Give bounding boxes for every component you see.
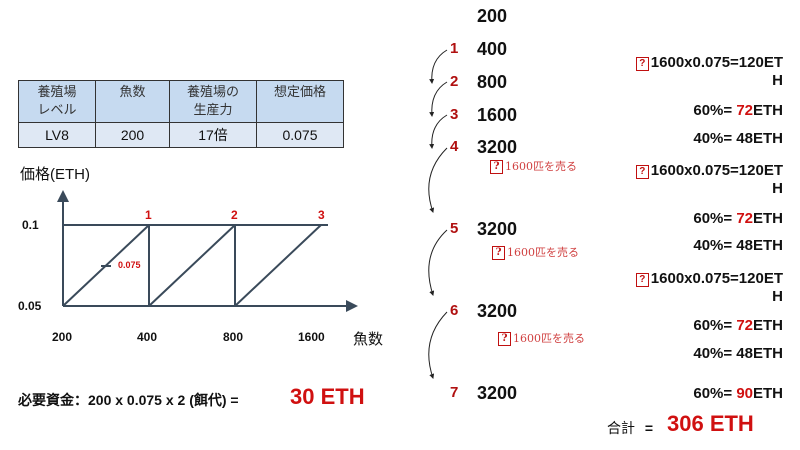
share-40-3: 40%= 48ETH bbox=[693, 345, 783, 362]
step-7-number: 7 bbox=[450, 384, 459, 401]
formula-1: ? 1600x0.075=120ET bbox=[635, 54, 783, 71]
step-7-value: 3200 bbox=[477, 383, 518, 403]
step-6-value: 3200 bbox=[477, 301, 518, 321]
step-4-number: 4 bbox=[450, 138, 459, 155]
question-icon: ? bbox=[498, 332, 511, 346]
share-60-3: 60%= 72ETH bbox=[693, 317, 783, 334]
formula-2: ? 1600x0.075=120ET bbox=[635, 162, 783, 179]
step-1-number: 1 bbox=[450, 40, 459, 57]
rise-2 bbox=[148, 224, 236, 307]
formula-1-tail: H bbox=[772, 72, 783, 89]
xtick-1600: 1600 bbox=[298, 330, 325, 344]
header-production: 養殖場の 生産力 bbox=[169, 80, 257, 123]
question-icon: ? bbox=[635, 165, 649, 179]
header-price: 想定価格 bbox=[256, 80, 344, 123]
step-5-number: 5 bbox=[450, 220, 459, 237]
ytick-0.1: 0.1 bbox=[22, 218, 39, 232]
formula-2-tail: H bbox=[772, 180, 783, 197]
sell-note-3: ? 1600匹を売る bbox=[498, 330, 585, 346]
header-fish: 魚数 bbox=[95, 80, 170, 123]
share-40-2: 40%= 48ETH bbox=[693, 237, 783, 254]
cell-level: LV8 bbox=[18, 122, 96, 148]
step-arrows bbox=[428, 49, 448, 379]
sell-note-1: ? 1600匹を売る bbox=[490, 158, 577, 174]
y-axis-label: 価格(ETH) bbox=[20, 166, 90, 183]
share-60-2: 60%= 72ETH bbox=[693, 210, 783, 227]
formula-3-tail: H bbox=[772, 288, 783, 305]
step-0-value: 200 bbox=[477, 6, 508, 26]
question-icon: ? bbox=[635, 57, 649, 71]
step-5-value: 3200 bbox=[477, 219, 518, 239]
share-60-4: 60%= 90ETH bbox=[693, 385, 783, 402]
xtick-200: 200 bbox=[52, 330, 73, 344]
step-3-number: 3 bbox=[450, 106, 459, 123]
peak-3: 3 bbox=[318, 208, 325, 222]
formula-3: ? 1600x0.075=120ET bbox=[635, 270, 783, 287]
xtick-800: 800 bbox=[223, 330, 244, 344]
xtick-400: 400 bbox=[137, 330, 158, 344]
price-chart bbox=[57, 190, 358, 312]
x-axis-label: 魚数 bbox=[353, 331, 384, 348]
sell-note-2: ? 1600匹を売る bbox=[492, 244, 579, 260]
step-4-value: 3200 bbox=[477, 137, 518, 157]
marker-label: 0.075 bbox=[118, 260, 141, 270]
step-6-number: 6 bbox=[450, 302, 459, 319]
peak-2: 2 bbox=[231, 208, 238, 222]
question-icon: ? bbox=[490, 160, 503, 174]
cell-fish: 200 bbox=[95, 122, 170, 148]
question-icon: ? bbox=[492, 246, 505, 260]
ytick-0.05: 0.05 bbox=[18, 299, 42, 313]
question-icon: ? bbox=[635, 273, 649, 287]
share-60-1: 60%= 72ETH bbox=[693, 102, 783, 119]
cell-production: 17倍 bbox=[169, 122, 257, 148]
peak-1: 1 bbox=[145, 208, 152, 222]
total-label: 合計 = bbox=[607, 420, 654, 436]
cost-value: 30 ETH bbox=[290, 384, 365, 409]
step-3-value: 1600 bbox=[477, 105, 518, 125]
cost-label: 必要資金：200 x 0.075 x 2 (餌代) = bbox=[18, 392, 239, 408]
total-value: 306 ETH bbox=[667, 411, 754, 436]
rise-3 bbox=[234, 224, 322, 307]
step-2-value: 800 bbox=[477, 72, 508, 92]
header-level: 養殖場 レベル bbox=[18, 80, 96, 123]
farm-table: 養殖場 レベル 魚数 養殖場の 生産力 想定価格 LV8 200 17倍 0.075 bbox=[18, 80, 344, 148]
cell-price: 0.075 bbox=[256, 122, 344, 148]
step-1-value: 400 bbox=[477, 39, 508, 59]
step-2-number: 2 bbox=[450, 73, 459, 90]
share-40-1: 40%= 48ETH bbox=[693, 130, 783, 147]
